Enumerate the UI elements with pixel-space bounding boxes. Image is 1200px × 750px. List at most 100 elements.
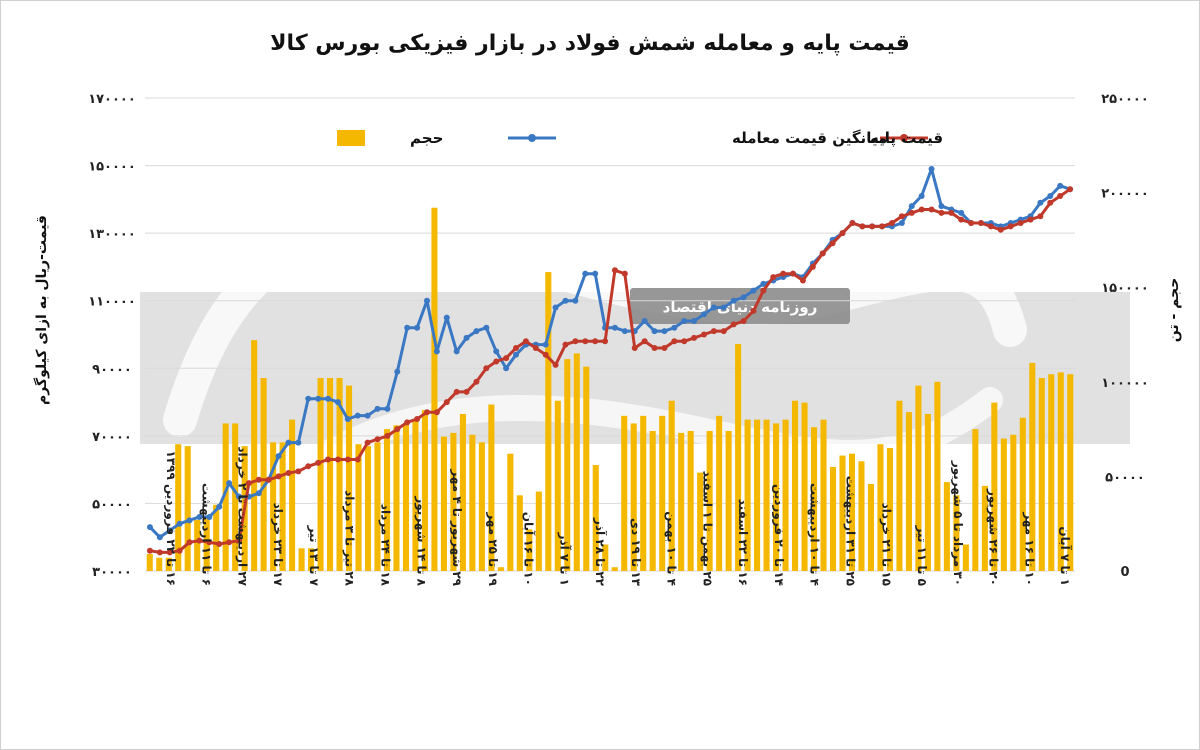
base-price-point: [235, 537, 242, 544]
avg-price-line: [148, 167, 1071, 539]
volume-bar: [640, 415, 647, 571]
base-price-point: [364, 439, 371, 446]
base-price-point: [206, 539, 213, 546]
x-tick-label: ۲۵ تا ۳۱ اردیبهشت: [844, 476, 858, 586]
base-price-point: [166, 549, 173, 556]
avg-price-point: [681, 317, 688, 324]
avg-price-point: [641, 317, 648, 324]
x-tick-label: ۳۰ مرداد تا ۵ شهریور: [950, 460, 965, 586]
avg-price-point: [235, 493, 242, 500]
avg-price-point: [364, 412, 371, 419]
avg-price-point: [443, 314, 450, 321]
avg-price-point: [186, 517, 193, 524]
base-price-point: [226, 539, 233, 546]
base-price-point: [463, 388, 470, 395]
right-tick-label: ۵۰۰۰۰: [1105, 470, 1145, 485]
x-tick-label: ۲۰ تا ۲۶ شهریور: [986, 488, 1001, 586]
base-price-point: [196, 537, 203, 544]
x-tick-label: ۱۹ تا ۲۵ مهر: [486, 511, 500, 586]
avg-price-point: [621, 328, 628, 335]
base-price-point: [691, 334, 698, 341]
volume-bar: [924, 413, 931, 571]
base-price-point: [344, 456, 351, 463]
watermark-label: روزنامه دنیای اقتصاد: [663, 298, 818, 316]
volume-bar: [478, 442, 485, 571]
volume-bar: [573, 353, 580, 571]
volume-bar: [222, 423, 229, 571]
avg-price-point: [305, 395, 312, 402]
avg-price-point: [156, 534, 163, 541]
avg-price-point: [325, 395, 332, 402]
watermark-stroke-1: [163, 217, 1027, 437]
volume-bar: [602, 544, 609, 571]
base-price-line: [149, 187, 1071, 554]
avg-price-point: [483, 324, 490, 331]
legend: قیمت پایه میانگین قیمت معامله حجم: [337, 129, 943, 148]
volume-bar: [583, 366, 590, 571]
volume-bar: [535, 491, 542, 571]
right-tick-label: ۱۰۰۰۰۰: [1101, 376, 1149, 391]
base-price-point: [216, 540, 223, 547]
volume-bar: [848, 453, 856, 571]
legend-item-avg-price: میانگین قیمت معامله: [508, 129, 887, 147]
avg-price-point: [720, 304, 727, 311]
base-price-point: [582, 338, 589, 345]
avg-price-point: [196, 513, 203, 520]
avg-price-point: [473, 328, 480, 335]
avg-price-point: [908, 203, 915, 210]
avg-price-point: [671, 324, 678, 331]
base-price-point: [295, 468, 302, 475]
base-price-point: [869, 223, 876, 230]
base-price-point: [888, 220, 895, 227]
base-price-point: [681, 338, 688, 345]
volume-bar: [156, 557, 163, 571]
x-tick-label: ۸ تا ۱۴ شهریور: [413, 495, 428, 586]
volume-bar: [649, 430, 656, 571]
avg-price-point: [691, 317, 698, 324]
avg-price-point: [760, 280, 767, 287]
volume-bar: [687, 430, 694, 571]
base-price-point: [621, 270, 628, 277]
volume-bar: [507, 453, 514, 571]
left-axis-label: قیمت-ریال به ازای کیلوگرم: [33, 215, 50, 405]
x-tick-label: ۵ تا ۱۱ تیر: [915, 525, 929, 586]
avg-price-point: [394, 368, 401, 375]
base-price-point: [1037, 213, 1044, 220]
base-price-point: [720, 328, 727, 335]
x-tick-label: ۱۶ تا ۲۲ اسفند: [736, 499, 750, 586]
base-price-point: [285, 470, 292, 477]
avg-price-point: [700, 311, 707, 318]
avg-price-point: [226, 480, 233, 487]
volume-bar: [621, 415, 628, 571]
volume-bar: [440, 436, 447, 571]
volume-bar: [953, 495, 960, 571]
base-price-point: [503, 355, 510, 362]
volume-bar: [972, 429, 979, 571]
avg-price-point: [651, 328, 658, 335]
volume-bar: [545, 272, 552, 571]
volume-bar: [782, 419, 789, 571]
volume-bar: [943, 482, 950, 571]
base-price-point: [433, 409, 440, 416]
avg-price-point: [503, 365, 510, 372]
volume-bar: [1038, 378, 1045, 571]
base-price-point: [799, 277, 806, 284]
base-price-point: [275, 473, 282, 480]
right-axis-ticks: ۲۵۰۰۰۰ ۲۰۰۰۰۰ ۱۵۰۰۰۰ ۱۰۰۰۰۰ ۵۰۰۰۰ 0: [1101, 92, 1149, 580]
base-price-point: [760, 287, 767, 294]
volume-bar: [735, 343, 742, 571]
volume-bar: [1010, 434, 1017, 571]
avg-price-point: [710, 304, 717, 311]
volume-bar: [459, 413, 466, 571]
right-tick-label: ۲۰۰۰۰۰: [1101, 187, 1149, 202]
legend-label-base-price: قیمت پایه: [870, 129, 943, 148]
legend-item-base-price: قیمت پایه: [870, 129, 943, 148]
volume-bar: [792, 400, 799, 571]
volume-bar: [526, 529, 533, 571]
base-price-point: [641, 338, 648, 345]
avg-price-point: [404, 324, 411, 331]
base-price-point: [453, 388, 460, 395]
volume-bar: [412, 419, 419, 571]
right-axis-label: حجم - تن: [1166, 278, 1182, 343]
